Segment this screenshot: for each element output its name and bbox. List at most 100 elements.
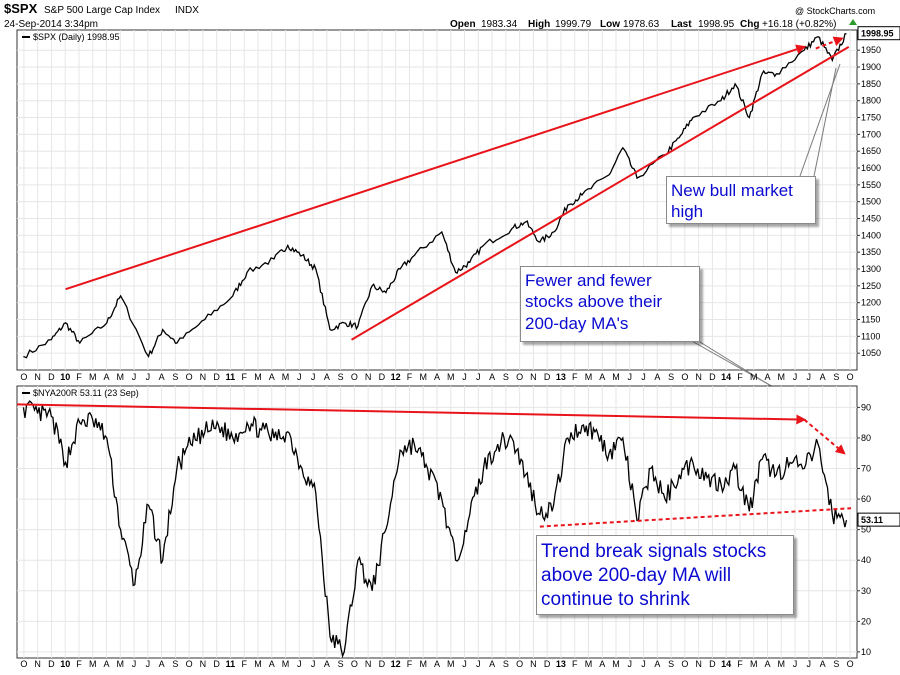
x-tick-label: A <box>434 372 440 382</box>
x-tick-label: O <box>516 659 523 669</box>
y-tick-label: 1900 <box>861 62 881 72</box>
y-tick-label: 1250 <box>861 281 881 291</box>
x-tick-label: O <box>681 372 688 382</box>
x-tick-label: N <box>34 659 41 669</box>
x-tick-label: S <box>833 659 839 669</box>
x-tick-label: O <box>351 659 358 669</box>
x-tick-label: D <box>213 659 220 669</box>
open-label: Open <box>450 19 476 30</box>
datetime-label: 24-Sep-2014 3:34pm <box>4 19 98 30</box>
y-tick-label: 50 <box>861 525 871 535</box>
x-tick-label: J <box>628 659 633 669</box>
x-tick-label: J <box>297 659 302 669</box>
x-tick-label: S <box>833 372 839 382</box>
low-value: 1978.63 <box>623 19 660 30</box>
x-tick-label: O <box>351 372 358 382</box>
x-tick-label: O <box>20 659 27 669</box>
last-value: 1998.95 <box>698 19 735 30</box>
x-tick-label: O <box>847 659 854 669</box>
annotation-bull-high: New bull market high <box>666 176 816 224</box>
x-tick-label: J <box>146 372 151 382</box>
x-tick-label: M <box>419 659 427 669</box>
chg-value: +16.18 (+0.82%) <box>762 19 837 30</box>
x-tick-label: A <box>324 372 330 382</box>
x-tick-label: M <box>254 659 262 669</box>
open-value: 1983.34 <box>481 19 518 30</box>
y-tick-label: 90 <box>861 402 871 412</box>
x-tick-label: J <box>476 372 481 382</box>
x-tick-label: J <box>462 372 467 382</box>
x-tick-label: M <box>447 659 455 669</box>
x-tick-label: O <box>847 372 854 382</box>
x-tick-label: N <box>365 372 372 382</box>
x-tick-label: A <box>654 372 660 382</box>
y-tick-label: 1100 <box>861 331 880 341</box>
y-tick-label: 1600 <box>861 163 881 173</box>
x-tick-label: S <box>668 659 674 669</box>
y-tick-label: 1700 <box>861 129 881 139</box>
x-tick-label: D <box>48 659 55 669</box>
x-tick-label: A <box>434 659 440 669</box>
dashed-trend-line <box>815 36 844 50</box>
y-tick-label: 1650 <box>861 146 881 156</box>
x-tick-label: N <box>365 659 372 669</box>
symbol-exchange: INDX <box>175 5 199 16</box>
x-tick-label: A <box>269 659 275 669</box>
x-tick-label: M <box>612 659 620 669</box>
x-tick-label: M <box>750 659 758 669</box>
legend-label: $NYA200R 53.11 (23 Sep) <box>33 388 139 398</box>
x-tick-label: M <box>447 372 455 382</box>
x-tick-label: 10 <box>60 372 70 382</box>
x-tick-label: 13 <box>556 659 566 669</box>
last-value-tag <box>857 512 900 527</box>
callout-pointer <box>799 63 841 177</box>
y-tick-label: 1300 <box>861 264 881 274</box>
x-tick-label: A <box>764 372 770 382</box>
dashed-trend-line <box>803 418 846 455</box>
x-tick-label: F <box>407 659 413 669</box>
x-tick-label: 11 <box>226 659 236 669</box>
trend-line <box>351 45 850 341</box>
x-tick-label: A <box>104 372 110 382</box>
x-tick-label: D <box>544 659 551 669</box>
x-tick-label: J <box>807 372 812 382</box>
y-tick-label: 1450 <box>861 214 881 224</box>
y-tick-label: 20 <box>861 616 871 626</box>
x-tick-label: A <box>269 372 275 382</box>
x-tick-label: N <box>695 372 702 382</box>
x-tick-label: A <box>159 659 165 669</box>
x-tick-label: F <box>737 659 743 669</box>
x-tick-label: F <box>737 372 743 382</box>
y-tick-label: 1050 <box>861 348 881 358</box>
x-tick-label: A <box>324 659 330 669</box>
x-tick-label: N <box>200 372 207 382</box>
x-tick-label: A <box>820 372 826 382</box>
high-value: 1999.79 <box>555 19 592 30</box>
x-tick-label: O <box>516 372 523 382</box>
last-value-label: 53.11 <box>861 515 883 525</box>
x-tick-label: D <box>544 372 551 382</box>
x-tick-label: O <box>681 659 688 669</box>
x-tick-label: A <box>599 659 605 669</box>
x-tick-label: J <box>807 659 812 669</box>
x-tick-label: D <box>379 372 386 382</box>
x-tick-label: 11 <box>226 372 236 382</box>
x-tick-label: M <box>282 372 290 382</box>
x-tick-label: F <box>407 372 413 382</box>
spx-series-line <box>23 33 847 359</box>
y-tick-label: 1850 <box>861 79 881 89</box>
low-label: Low <box>600 19 620 30</box>
x-tick-label: D <box>379 659 386 669</box>
symbol-title: $SPX <box>4 1 38 16</box>
x-tick-label: F <box>572 659 578 669</box>
high-label: High <box>528 19 550 30</box>
x-axis-bottom: O N D 10 F M A M J J A S O N D 11 F M A M J J A S O N D 12 F M A M J J A S O… <box>20 659 853 669</box>
up-arrow-icon <box>849 19 857 25</box>
x-tick-label: N <box>34 372 41 382</box>
x-tick-label: F <box>76 659 82 669</box>
trend-line <box>65 44 807 291</box>
symbol-name: S&P 500 Large Cap Index <box>44 5 160 16</box>
x-tick-label: J <box>311 372 316 382</box>
x-tick-label: M <box>89 372 97 382</box>
x-tick-label: A <box>654 659 660 669</box>
